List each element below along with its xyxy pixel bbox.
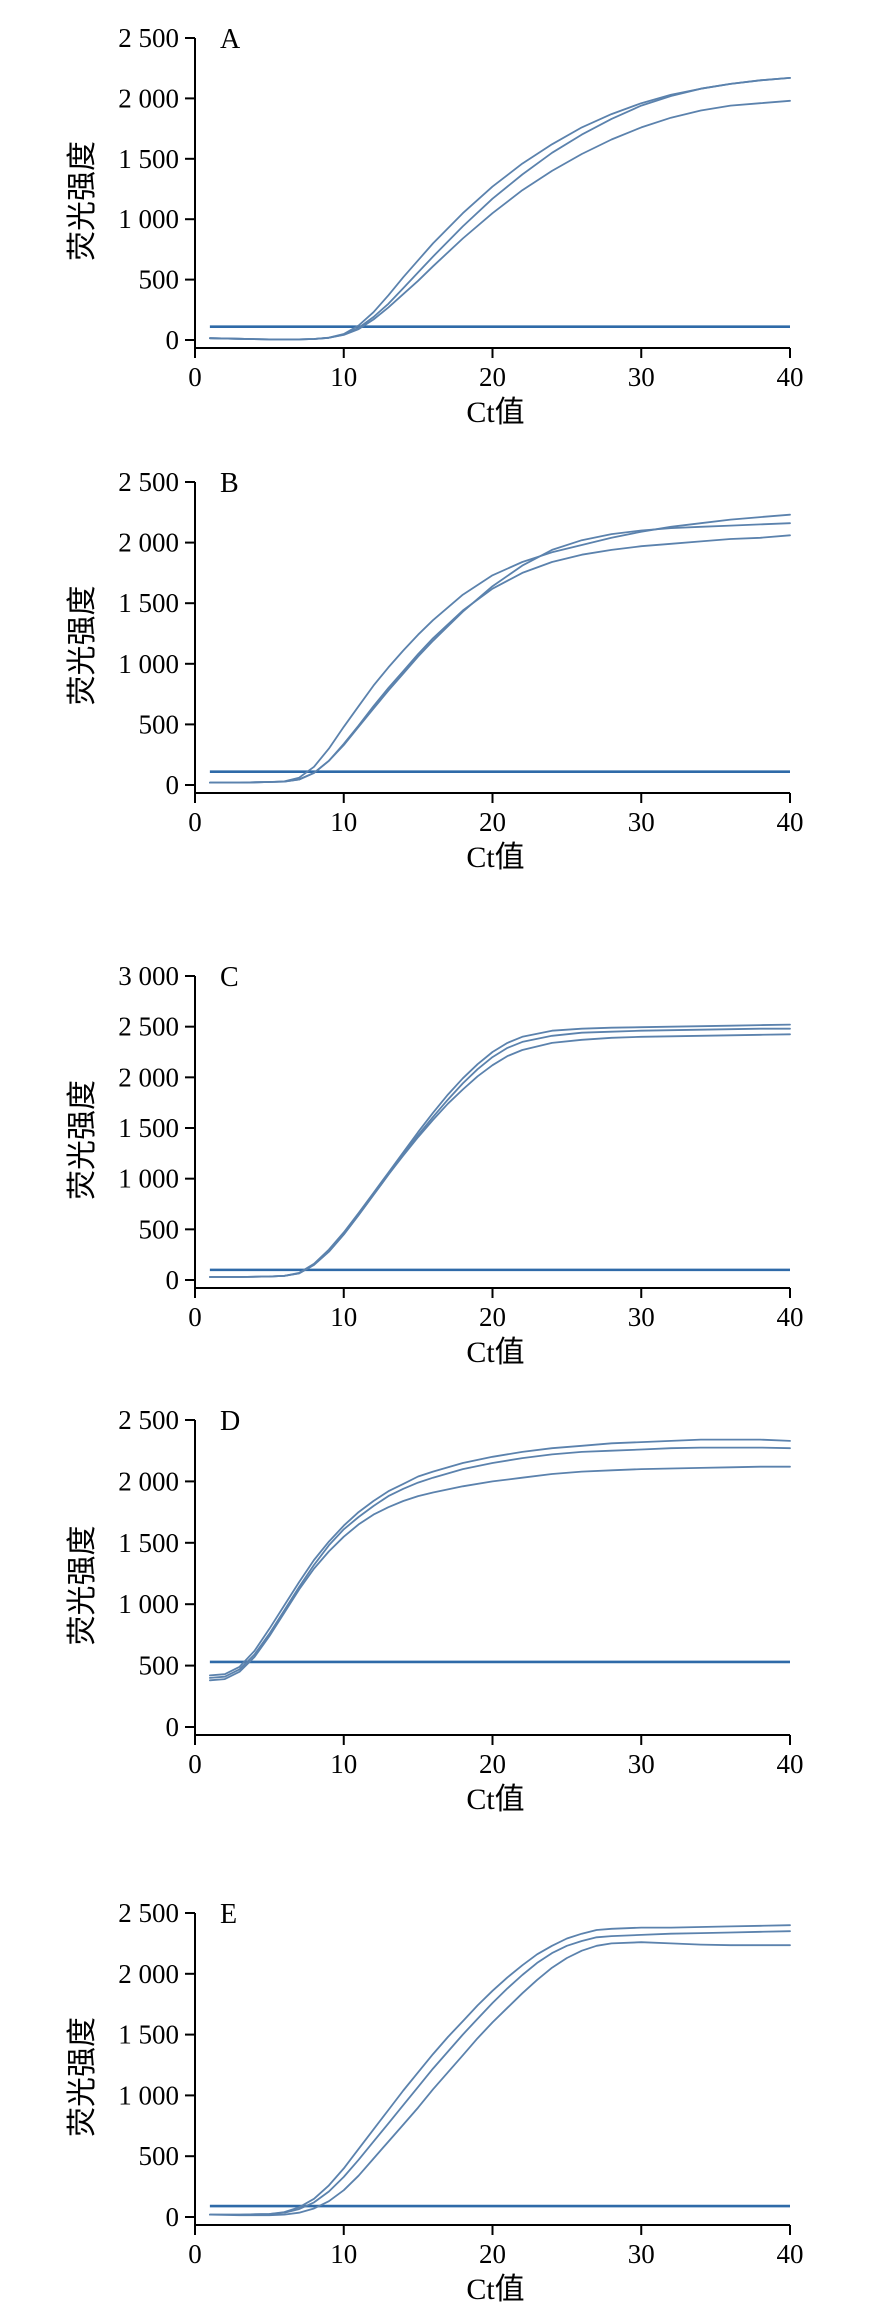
- y-tick-label: 0: [166, 1712, 180, 1742]
- x-tick-label: 40: [777, 807, 804, 837]
- x-tick-label: 30: [628, 1749, 655, 1779]
- y-tick-label: 500: [139, 265, 180, 295]
- y-axis-title: 荧光强度: [66, 586, 99, 706]
- amplification-curve: [208, 522, 791, 784]
- y-tick-label: 2 000: [118, 1466, 179, 1496]
- amplification-curve: [208, 1930, 791, 2216]
- amplification-curve: [208, 534, 791, 784]
- x-tick-label: 10: [330, 1302, 357, 1332]
- amplification-curve: [208, 1033, 791, 1278]
- amplification-curve: [208, 513, 791, 784]
- x-tick-label: 20: [479, 362, 506, 392]
- y-tick-label: 2 000: [118, 1959, 179, 1989]
- y-tick-label: 0: [166, 2202, 180, 2232]
- x-axis-title: Ct值: [466, 1783, 524, 1816]
- y-tick-label: 2 000: [118, 528, 179, 558]
- y-axis-title: 荧光强度: [66, 2017, 99, 2137]
- x-tick-label: 0: [188, 1749, 202, 1779]
- panel-label: D: [220, 1406, 240, 1437]
- x-tick-label: 20: [479, 1749, 506, 1779]
- y-tick-label: 1 500: [118, 1113, 179, 1143]
- y-tick-label: 500: [139, 709, 180, 739]
- amplification-curve: [208, 1023, 791, 1278]
- panel-label: C: [220, 962, 239, 993]
- x-axis-title: Ct值: [466, 841, 524, 874]
- x-tick-label: 20: [479, 1302, 506, 1332]
- y-tick-label: 1 500: [118, 2020, 179, 2050]
- x-tick-label: 30: [628, 1302, 655, 1332]
- y-axis-title: 荧光强度: [66, 1526, 99, 1646]
- amplification-curve: [208, 77, 791, 341]
- x-axis-title: Ct值: [466, 2273, 524, 2306]
- y-tick-label: 1 000: [118, 1164, 179, 1194]
- x-tick-label: 10: [330, 807, 357, 837]
- x-tick-label: 20: [479, 807, 506, 837]
- y-tick-label: 1 500: [118, 144, 179, 174]
- x-axis-title: Ct值: [466, 1336, 524, 1369]
- y-tick-label: 1 000: [118, 2080, 179, 2110]
- y-tick-label: 0: [166, 1265, 180, 1295]
- amplification-curve: [208, 1941, 791, 2217]
- y-tick-label: 0: [166, 770, 180, 800]
- amplification-curve: [208, 1924, 791, 2216]
- x-tick-label: 20: [479, 2239, 506, 2269]
- x-axis-title: Ct值: [466, 396, 524, 429]
- y-tick-label: 1 500: [118, 1528, 179, 1558]
- y-axis-title: 荧光强度: [66, 1080, 99, 1200]
- y-tick-label: 500: [139, 1214, 180, 1244]
- y-tick-label: 2 500: [118, 23, 179, 53]
- amplification-curve: [208, 1446, 791, 1679]
- y-tick-label: 1 000: [118, 204, 179, 234]
- x-tick-label: 10: [330, 1749, 357, 1779]
- y-tick-label: 1 000: [118, 649, 179, 679]
- y-tick-label: 500: [139, 1651, 180, 1681]
- x-tick-label: 0: [188, 362, 202, 392]
- x-tick-label: 40: [777, 362, 804, 392]
- y-tick-label: 2 000: [118, 1062, 179, 1092]
- chart-panel-a: 0 500 1 000 1 500 2 000 2 500 0 10 20 30 40 Ct值 荧光强度…: [66, 23, 804, 429]
- chart-panel-c: 0 500 1 000 1 500 2 000 2 500 3 000 0 10 20 30 40 Ct…: [66, 961, 804, 1369]
- y-tick-label: 2 500: [118, 1898, 179, 1928]
- y-tick-label: 1 000: [118, 1589, 179, 1619]
- x-tick-label: 30: [628, 2239, 655, 2269]
- amplification-curve: [208, 1027, 791, 1278]
- y-axis-title: 荧光强度: [66, 141, 99, 261]
- panel-label: B: [220, 468, 239, 499]
- amplification-curve: [208, 77, 791, 341]
- y-tick-label: 0: [166, 325, 180, 355]
- y-tick-label: 2 000: [118, 83, 179, 113]
- x-tick-label: 40: [777, 2239, 804, 2269]
- y-tick-label: 1 500: [118, 588, 179, 618]
- x-tick-label: 0: [188, 2239, 202, 2269]
- x-tick-label: 40: [777, 1302, 804, 1332]
- x-tick-label: 30: [628, 807, 655, 837]
- y-tick-label: 2 500: [118, 467, 179, 497]
- x-tick-label: 10: [330, 362, 357, 392]
- panel-label: A: [220, 24, 241, 55]
- amplification-curve: [208, 1438, 791, 1677]
- amplification-curve: [208, 99, 791, 341]
- panel-label: E: [220, 1899, 237, 1930]
- chart-panel-b: 0 500 1 000 1 500 2 000 2 500 0 10 20 30 40 Ct值 荧光强度…: [66, 467, 804, 874]
- x-tick-label: 30: [628, 362, 655, 392]
- y-tick-label: 500: [139, 2141, 180, 2171]
- chart-panel-e: 0 500 1 000 1 500 2 000 2 500 0 10 20 30 40 Ct值 荧光强度…: [66, 1898, 804, 2306]
- y-tick-label: 2 500: [118, 1012, 179, 1042]
- x-tick-label: 0: [188, 807, 202, 837]
- x-tick-label: 0: [188, 1302, 202, 1332]
- y-tick-label: 3 000: [118, 961, 179, 991]
- x-tick-label: 10: [330, 2239, 357, 2269]
- chart-panel-d: 0 500 1 000 1 500 2 000 2 500 0 10 20 30 40 Ct值 荧光强度…: [66, 1405, 804, 1816]
- amplification-curve: [208, 1465, 791, 1682]
- y-tick-label: 2 500: [118, 1405, 179, 1435]
- x-tick-label: 40: [777, 1749, 804, 1779]
